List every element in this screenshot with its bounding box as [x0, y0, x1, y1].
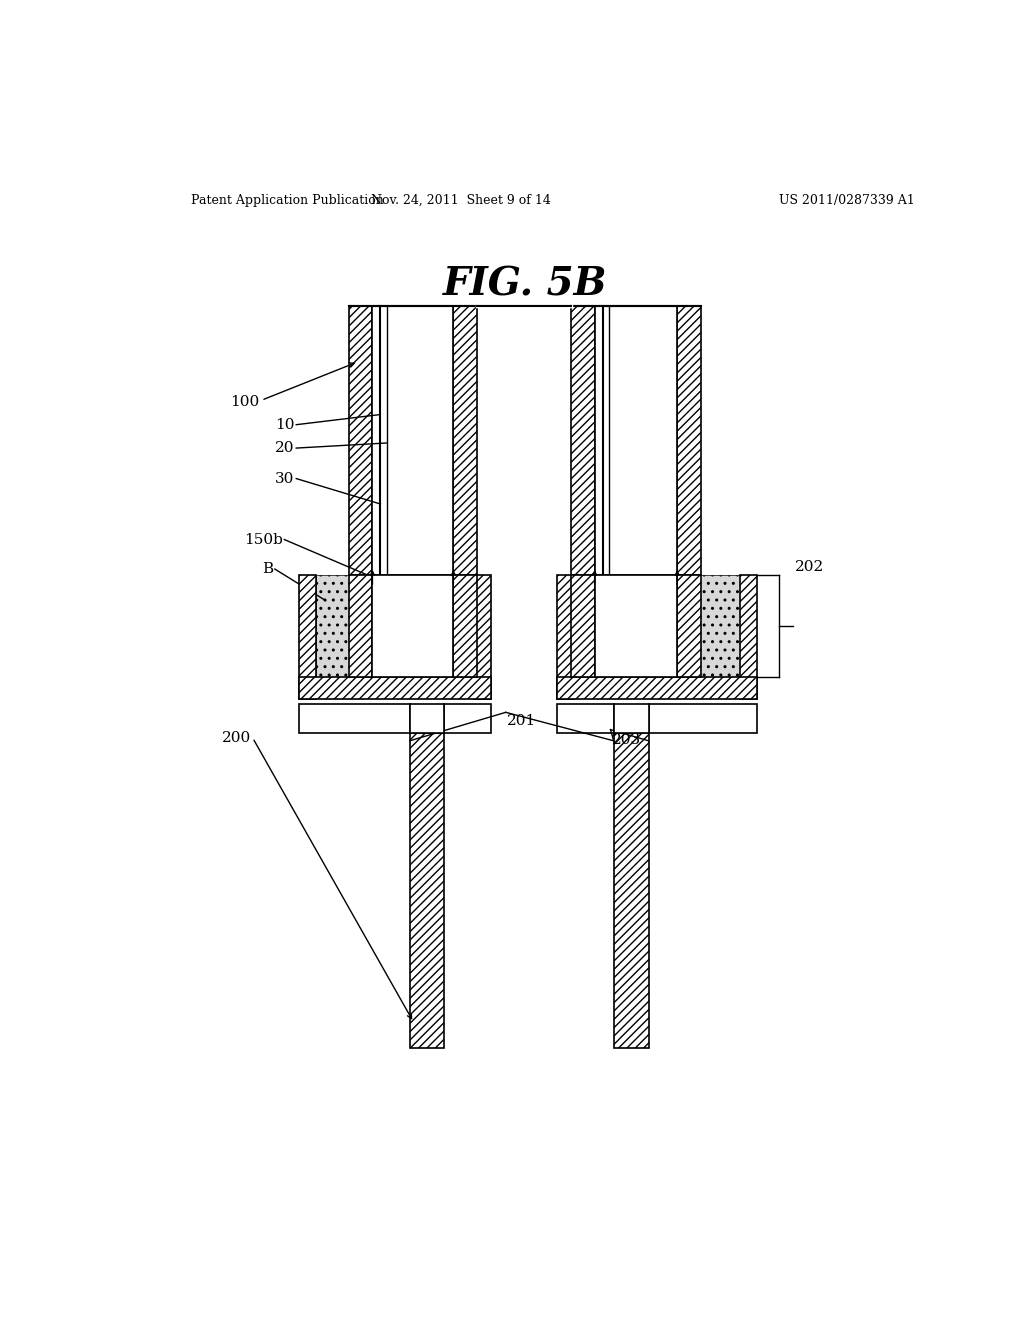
- Bar: [613, 704, 648, 733]
- Bar: [299, 576, 316, 700]
- Bar: [595, 306, 677, 576]
- Bar: [595, 576, 677, 677]
- Bar: [348, 576, 373, 677]
- Bar: [740, 576, 758, 700]
- Bar: [373, 576, 454, 677]
- Bar: [474, 576, 492, 700]
- Text: FIG. 5B: FIG. 5B: [442, 265, 607, 304]
- Bar: [557, 677, 758, 700]
- Bar: [570, 306, 595, 576]
- Bar: [677, 576, 701, 677]
- Bar: [373, 306, 454, 576]
- Text: 200: 200: [222, 731, 251, 744]
- Bar: [410, 704, 443, 733]
- Bar: [574, 576, 740, 677]
- Bar: [557, 576, 574, 700]
- Text: 30: 30: [275, 471, 295, 486]
- Bar: [570, 576, 595, 677]
- Bar: [410, 733, 443, 1048]
- Bar: [299, 704, 410, 733]
- Text: 100: 100: [229, 395, 259, 409]
- Text: 201: 201: [507, 714, 537, 729]
- Bar: [613, 733, 648, 1048]
- Bar: [557, 704, 613, 733]
- Text: B: B: [262, 562, 273, 576]
- Bar: [454, 306, 477, 576]
- Bar: [299, 677, 492, 700]
- Text: 150b: 150b: [244, 532, 283, 546]
- Text: 10: 10: [275, 417, 295, 432]
- Bar: [454, 576, 477, 677]
- Text: Nov. 24, 2011  Sheet 9 of 14: Nov. 24, 2011 Sheet 9 of 14: [372, 194, 551, 207]
- Bar: [348, 306, 373, 576]
- Bar: [677, 306, 701, 576]
- Text: Patent Application Publication: Patent Application Publication: [191, 194, 384, 207]
- Text: 203: 203: [612, 733, 641, 747]
- Text: 20: 20: [275, 441, 295, 455]
- Bar: [443, 704, 492, 733]
- Text: 202: 202: [795, 560, 824, 574]
- Bar: [316, 576, 474, 677]
- Bar: [648, 704, 758, 733]
- Text: US 2011/0287339 A1: US 2011/0287339 A1: [778, 194, 914, 207]
